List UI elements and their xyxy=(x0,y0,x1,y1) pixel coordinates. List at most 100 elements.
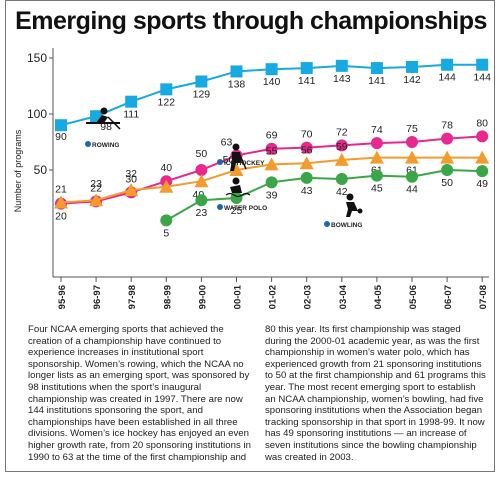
bowling-point xyxy=(441,164,454,176)
water-polo-data-label: 55 xyxy=(266,145,278,157)
water-polo-point xyxy=(334,152,349,166)
bowling-data-label: 43 xyxy=(301,185,313,197)
water-polo-data-label: 21 xyxy=(55,183,67,195)
bowling-data-label: 44 xyxy=(406,184,418,196)
water-polo-data-label: 32 xyxy=(125,168,137,180)
bowling-point xyxy=(370,169,383,182)
water-polo-point xyxy=(194,174,209,188)
rowing-data-label: 90 xyxy=(55,131,67,143)
y-tick-label: 100 xyxy=(27,107,47,121)
rowing-data-label: 144 xyxy=(473,72,491,84)
ice-hockey-point xyxy=(441,132,454,145)
water-polo-data-label: 61 xyxy=(406,165,418,177)
water-polo-badge xyxy=(217,204,223,210)
y-tick-label: 50 xyxy=(34,163,48,177)
ice-hockey-data-label: 22 xyxy=(90,182,102,194)
rowing-point xyxy=(370,62,383,75)
bowling-point xyxy=(160,214,173,227)
bowling-data-label: 49 xyxy=(476,178,488,190)
rowing-point xyxy=(55,119,67,132)
rowing-data-label: 143 xyxy=(333,73,351,85)
rowing-data-label: 141 xyxy=(368,75,386,87)
ice-hockey-point xyxy=(300,141,313,154)
bowling-point xyxy=(195,194,208,207)
x-tick-label: 01-02 xyxy=(268,285,279,309)
water-polo-point xyxy=(440,150,455,164)
water-polo-point xyxy=(264,157,279,171)
rowing-point xyxy=(230,65,243,78)
rowing-data-label: 138 xyxy=(228,78,246,90)
water-polo-series-name: WATER POLO xyxy=(224,205,267,212)
x-tick-label: 99-00 xyxy=(197,285,208,309)
rowing-data-label: 141 xyxy=(298,75,316,87)
ice-hockey-data-label: 74 xyxy=(371,124,383,136)
bowling-badge xyxy=(324,221,330,227)
bowling-point xyxy=(300,171,313,184)
water-polo-point xyxy=(89,193,104,207)
rowing-point xyxy=(265,63,278,76)
bowling-series-line xyxy=(165,168,483,222)
x-tick-label: 07-08 xyxy=(478,285,489,309)
y-axis-label: Number of programs xyxy=(13,129,23,212)
ice-hockey-data-label: 80 xyxy=(476,117,488,129)
bowling-point xyxy=(335,172,348,185)
ice-hockey-badge xyxy=(217,159,223,165)
rowing-series-name: ROWING xyxy=(92,142,119,149)
x-tick-label: 98-99 xyxy=(162,285,173,309)
water-polo-point xyxy=(54,195,68,209)
bowling-data-label: 5 xyxy=(163,227,169,239)
x-tick-label: 00-01 xyxy=(233,284,244,309)
bowling-point xyxy=(406,170,418,183)
rowing-point xyxy=(160,83,173,96)
ice-hockey-point xyxy=(476,130,489,143)
rowing-data-label: 122 xyxy=(158,96,176,108)
ice-hockey-data-label: 40 xyxy=(160,162,172,174)
water-polo-data-label: 56 xyxy=(301,144,313,156)
rowing-data-label: 129 xyxy=(193,89,211,101)
x-tick-label: 96-97 xyxy=(92,285,103,309)
rowing-point xyxy=(125,95,138,108)
rowing-data-label: 111 xyxy=(123,109,139,121)
water-polo-point xyxy=(159,179,174,193)
x-tick-label: 05-06 xyxy=(408,285,419,309)
ice-hockey-series-name: ICE HOCKEY xyxy=(224,160,265,167)
ice-hockey-point xyxy=(370,137,383,150)
water-polo-data-label: 50 xyxy=(223,154,235,166)
rowing-point xyxy=(406,60,418,73)
rowing-data-label: 98 xyxy=(100,121,112,133)
x-tick-label: 95-96 xyxy=(57,285,68,309)
ice-hockey-point xyxy=(265,142,278,155)
ice-hockey-data-label: 63 xyxy=(221,136,233,148)
bowling-data-label: 23 xyxy=(196,207,208,219)
rowing-point xyxy=(300,62,313,75)
bowling-data-label: 25 xyxy=(231,205,243,217)
water-polo-point xyxy=(229,163,244,176)
ice-hockey-data-label: 70 xyxy=(301,129,313,141)
ice-hockey-data-label: 20 xyxy=(55,211,67,223)
rowing-point xyxy=(195,75,208,88)
rowing-data-label: 142 xyxy=(403,74,421,86)
bowling-icon xyxy=(346,193,363,217)
ice-hockey-data-label: 72 xyxy=(336,126,348,138)
x-tick-label: 06-07 xyxy=(443,285,454,309)
ice-hockey-data-label: 69 xyxy=(266,130,278,142)
water-polo-point xyxy=(475,150,490,164)
ice-hockey-icon xyxy=(230,143,247,171)
x-tick-label: 97-98 xyxy=(127,285,138,309)
water-polo-data-label: 23 xyxy=(90,178,102,190)
x-tick-label: 02-03 xyxy=(303,285,314,309)
line-chart: 50 100 150 Number of programs 95-96 96-97 97-9… xyxy=(13,48,491,309)
bowling-data-label: 39 xyxy=(266,189,278,201)
water-polo-icon xyxy=(225,177,251,198)
water-polo-point xyxy=(369,150,384,164)
chart-title: Emerging sports through championships xyxy=(15,7,487,35)
ice-hockey-point xyxy=(195,164,208,176)
y-tick-label: 150 xyxy=(27,51,47,65)
water-polo-point xyxy=(299,156,314,170)
x-tick-label: 03-04 xyxy=(338,284,349,309)
caption-text: Four NCAA emerging sports that achieved … xyxy=(28,324,486,463)
bowling-point xyxy=(476,165,489,178)
ice-hockey-data-label: 78 xyxy=(441,120,453,132)
water-polo-point xyxy=(124,183,139,197)
ice-hockey-point xyxy=(406,136,418,148)
